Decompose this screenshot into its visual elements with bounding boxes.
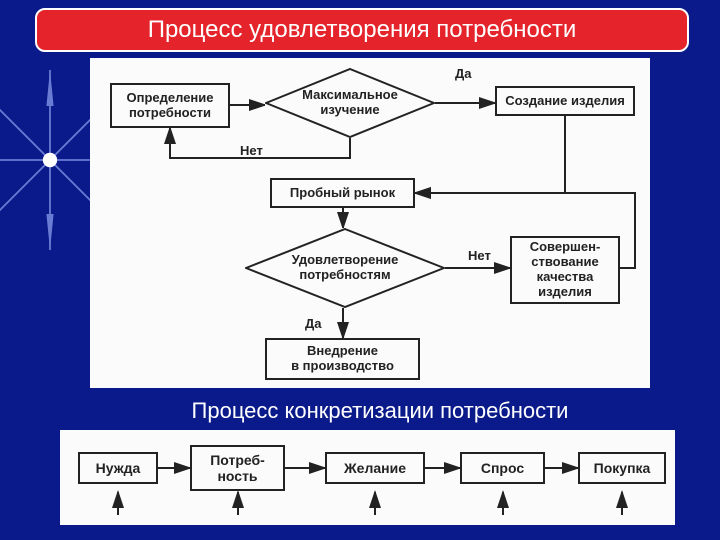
flow1-n7: Внедрениев производство [265, 338, 420, 380]
flow1-edge-label: Да [455, 66, 472, 81]
flow1-n3: Создание изделия [495, 86, 635, 116]
flow1-edge-label: Нет [468, 248, 491, 263]
flow1-edge-label: Да [305, 316, 322, 331]
flow1-edge-label: Нет [240, 143, 263, 158]
flow2-b1: Нужда [78, 452, 158, 484]
title-text: Процесс удовлетворения потребности [148, 16, 577, 44]
flow2-b5: Покупка [578, 452, 666, 484]
flow1-n2: Максимальноеизучение [265, 68, 435, 138]
flow2-b3: Желание [325, 452, 425, 484]
flow1-n1: Определениепотребности [110, 83, 230, 128]
flow1-n6: Совершен-ствованиекачестваизделия [510, 236, 620, 304]
title-bar: Процесс удовлетворения потребности [35, 8, 689, 52]
slide: Процесс удовлетворения потребности Опред… [0, 0, 720, 540]
flowchart-satisfaction: Определениепотребности Максимальноеизучен… [90, 58, 650, 388]
flow2-b4: Спрос [460, 452, 545, 484]
subtitle-text: Процесс конкретизации потребности [130, 398, 630, 424]
flowchart-need: Нужда Потреб-ность Желание Спрос Покупка [60, 430, 675, 525]
flow1-n5: Удовлетворениепотребностям [245, 228, 445, 308]
flow2-b2: Потреб-ность [190, 445, 285, 491]
flow1-n4: Пробный рынок [270, 178, 415, 208]
